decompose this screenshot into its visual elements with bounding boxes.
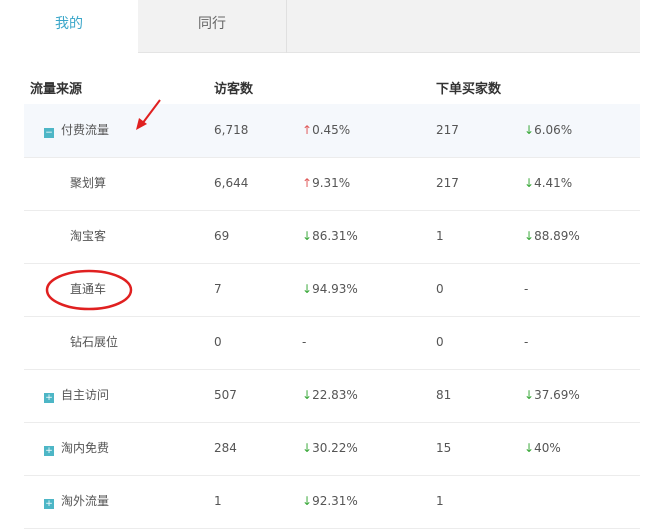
- buyers-value: 0: [436, 282, 444, 296]
- buyers-value: 217: [436, 176, 459, 190]
- buyers-value: 81: [436, 388, 452, 402]
- arrow-down-icon: ↓: [302, 494, 313, 508]
- visitors-value: 507: [214, 388, 237, 402]
- header-source: 流量来源: [30, 82, 83, 97]
- visitors-value: 284: [214, 441, 237, 455]
- visitors-change: ↓94.93%: [302, 282, 358, 296]
- visitors-value: 7: [214, 282, 222, 296]
- visitors-change: ↓86.31%: [302, 229, 358, 243]
- source-name: 聚划算: [70, 176, 107, 190]
- buyers-value: 217: [436, 123, 459, 137]
- arrow-down-icon: ↓: [524, 176, 535, 190]
- tab-mine[interactable]: 我的: [0, 0, 138, 53]
- arrow-down-icon: ↓: [524, 123, 535, 137]
- visitors-value: 69: [214, 229, 230, 243]
- arrow-down-icon: ↓: [302, 282, 313, 296]
- arrow-down-icon: ↓: [524, 441, 535, 455]
- arrow-down-icon: ↓: [302, 229, 313, 243]
- buyers-change: ↓88.89%: [524, 229, 580, 243]
- visitors-value: 1: [214, 494, 222, 508]
- expand-icon[interactable]: +: [44, 446, 54, 456]
- buyers-value: 15: [436, 441, 452, 455]
- buyers-change: -: [524, 282, 529, 296]
- arrow-up-icon: ↑: [302, 123, 313, 137]
- source-name: 钻石展位: [70, 335, 119, 349]
- collapse-icon[interactable]: −: [44, 128, 54, 138]
- visitors-value: 6,718: [214, 123, 249, 137]
- annotation-layer: [45, 99, 161, 311]
- arrow-up-icon: ↑: [302, 176, 313, 190]
- buyers-value: 0: [436, 335, 444, 349]
- table-row[interactable]: 钻石展位 0 - 0 -: [24, 316, 640, 370]
- table-row[interactable]: − 付费流量 6,718 ↑0.45% 217 ↓6.06%: [24, 104, 640, 158]
- arrow-down-icon: ↓: [524, 229, 535, 243]
- source-name: 淘宝客: [70, 229, 107, 243]
- source-name: + 自主访问: [44, 388, 110, 403]
- buyers-change: ↓40%: [524, 441, 561, 455]
- header-visitors: 访客数: [214, 82, 254, 97]
- visitors-change: ↓22.83%: [302, 388, 358, 402]
- table-row[interactable]: 直通车 7 ↓94.93% 0 -: [24, 263, 640, 317]
- buyers-change: ↓37.69%: [524, 388, 580, 402]
- buyers-value: 1: [436, 494, 444, 508]
- buyers-value: 1: [436, 229, 444, 243]
- tab-bar: 我的 同行: [0, 0, 640, 53]
- visitors-change: ↑0.45%: [302, 123, 351, 137]
- annotation-arrow-icon: [136, 99, 161, 130]
- visitors-change: ↑9.31%: [302, 176, 351, 190]
- arrow-down-icon: ↓: [302, 388, 313, 402]
- table-row[interactable]: 聚划算 6,644 ↑9.31% 217 ↓4.41%: [24, 157, 640, 211]
- table-row[interactable]: + 自主访问 507 ↓22.83% 81 ↓37.69%: [24, 369, 640, 423]
- visitors-change: ↓30.22%: [302, 441, 358, 455]
- source-name: + 淘内免费: [44, 441, 110, 456]
- buyers-change: ↓6.06%: [524, 123, 573, 137]
- arrow-down-icon: ↓: [524, 388, 535, 402]
- buyers-change: -: [524, 335, 529, 349]
- arrow-down-icon: ↓: [302, 441, 313, 455]
- expand-icon[interactable]: +: [44, 393, 54, 403]
- annotation-circle: [45, 269, 133, 311]
- visitors-change: -: [302, 335, 307, 349]
- table-row[interactable]: 淘宝客 69 ↓86.31% 1 ↓88.89%: [24, 210, 640, 264]
- tab-peers[interactable]: 同行: [138, 0, 287, 53]
- source-name: 直通车: [70, 282, 107, 296]
- buyers-change: ↓4.41%: [524, 176, 573, 190]
- table-row[interactable]: + 淘内免费 284 ↓30.22% 15 ↓40%: [24, 422, 640, 476]
- source-name: − 付费流量: [44, 123, 110, 138]
- visitors-value: 0: [214, 335, 222, 349]
- visitors-value: 6,644: [214, 176, 249, 190]
- header-buyers: 下单买家数: [436, 82, 502, 97]
